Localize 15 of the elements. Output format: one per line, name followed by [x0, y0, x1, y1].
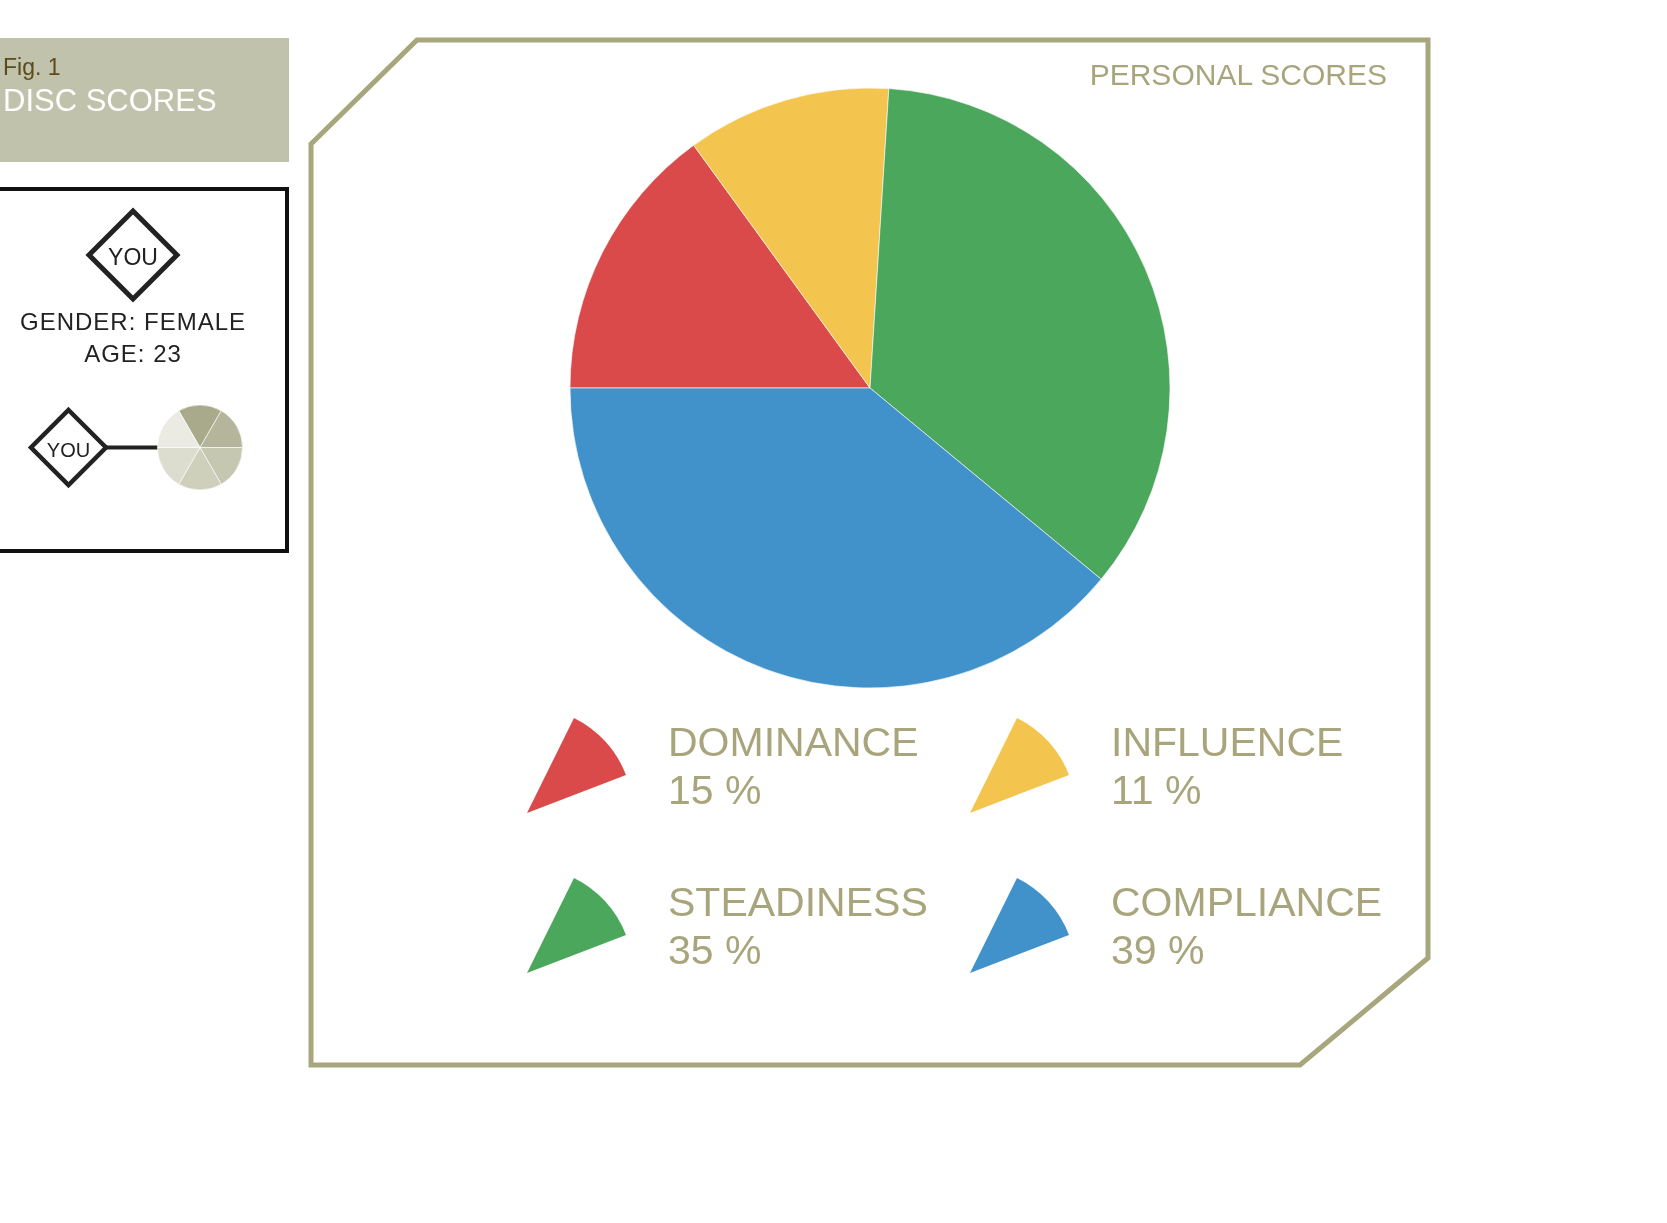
- data-label: 39 %: [1111, 926, 1205, 973]
- legend-label: INFLUENCE: [1111, 718, 1344, 765]
- legend-label: STEADINESS: [668, 878, 928, 925]
- chart-subtitle: PERSONAL SCORES: [1089, 58, 1387, 91]
- text: YOU: [108, 244, 158, 270]
- data-label: 11 %: [1111, 766, 1202, 813]
- text: YOU: [46, 439, 91, 461]
- data-label: 15 %: [668, 766, 762, 813]
- data-label: 35 %: [668, 926, 762, 973]
- caption: Fig. 1: [3, 54, 61, 80]
- text: DISC SCORES: [3, 83, 217, 118]
- legend-label: COMPLIANCE: [1111, 878, 1383, 925]
- text: AGE: 23: [84, 340, 182, 367]
- text: GENDER: FEMALE: [19, 308, 247, 335]
- legend-label: DOMINANCE: [668, 718, 919, 765]
